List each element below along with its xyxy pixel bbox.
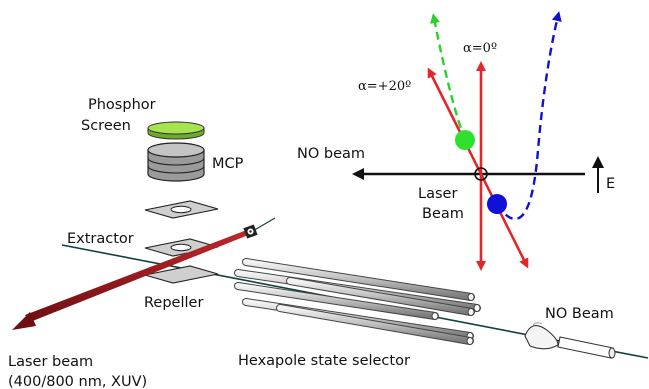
repeller-plate — [144, 265, 219, 284]
green-molecule-dot — [455, 130, 475, 150]
repeller-label: Repeller — [144, 295, 203, 311]
laser-inset-label: Laser — [418, 186, 457, 202]
e-field-label: E — [606, 176, 615, 192]
laser-wavelength-label: (400/800 nm, XUV) — [8, 374, 147, 389]
screen-label: Screen — [81, 118, 131, 134]
top-electrode — [144, 200, 219, 219]
blue-trajectory — [496, 11, 562, 221]
blue-molecule-dot — [487, 194, 507, 214]
alpha-zero-label: α=0º — [463, 41, 497, 56]
hexapole-rods — [234, 258, 481, 345]
phosphor-label: Phosphor — [88, 97, 156, 113]
mcp-label: MCP — [212, 156, 244, 172]
green-trajectory — [430, 13, 467, 141]
phosphor-screen — [147, 121, 205, 140]
mcp-stack — [147, 142, 205, 182]
nozzle-source — [524, 322, 616, 359]
extractor-label: Extractor — [67, 231, 134, 247]
beam-inset-label: Beam — [422, 206, 464, 222]
crossing-point-circle — [474, 167, 488, 181]
no-beam-inset-label: NO beam — [297, 146, 365, 162]
no-beam-source-label: NO Beam — [545, 306, 614, 322]
hexapole-label: Hexapole state selector — [238, 353, 410, 369]
interaction-point — [243, 224, 258, 239]
laser-beam-label: Laser beam — [8, 354, 93, 370]
alpha-twenty-label: α=+20º — [358, 79, 411, 94]
